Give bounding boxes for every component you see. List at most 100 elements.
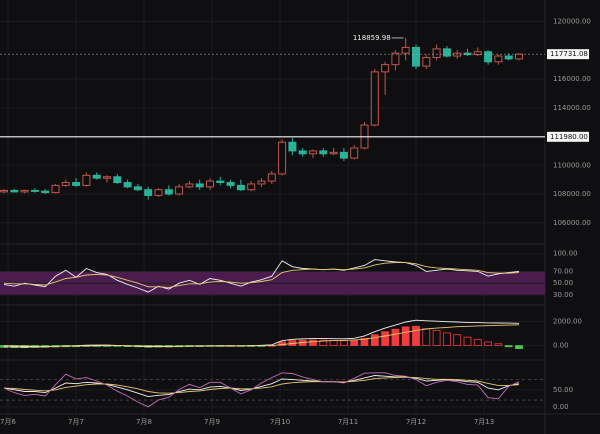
candle-body: [103, 176, 111, 179]
candle-body: [298, 150, 307, 155]
candle-body: [0, 189, 8, 193]
candle-body: [61, 182, 70, 186]
indicator-line: [3, 376, 520, 394]
histogram-bar: [412, 325, 420, 346]
candle-body: [473, 51, 482, 56]
candle-body: [278, 141, 287, 175]
candle-body: [10, 189, 19, 193]
candle-body: [453, 52, 462, 57]
candle-body: [30, 189, 39, 192]
x-tick-label: 7月7: [68, 418, 84, 426]
histogram-bar: [453, 334, 462, 346]
candle-body: [329, 151, 338, 155]
candle-body: [206, 180, 214, 188]
y-tick-label: 70.00: [553, 267, 573, 275]
histogram-bar: [278, 341, 287, 346]
x-tick-label: 7月12: [406, 418, 426, 426]
y-tick-label: 106000.00: [553, 219, 591, 227]
candle-body: [164, 189, 173, 195]
x-tick-label: 7月6: [0, 418, 16, 426]
candle-body: [319, 150, 328, 155]
histogram-bar: [473, 339, 482, 346]
y-tick-label: 116000.00: [553, 75, 591, 83]
candle-body: [370, 71, 379, 126]
y-tick-label: 114000.00: [553, 104, 591, 112]
histogram-bar: [381, 331, 390, 346]
indicator-line: [3, 375, 520, 398]
y-tick-label: 108000.00: [553, 190, 591, 198]
candle-body: [257, 180, 266, 185]
y-tick-label: 0.00: [553, 342, 569, 350]
x-tick-label: 7月11: [338, 418, 358, 426]
x-tick-label: 7月10: [270, 418, 290, 426]
last-price-label: 117731.08: [550, 50, 588, 58]
indicator-line: [3, 262, 520, 288]
histogram-bar: [463, 336, 472, 346]
y-tick-label: 120000.00: [553, 18, 591, 26]
x-tick-label: 7月8: [136, 418, 152, 426]
candle-body: [247, 183, 256, 191]
candle-body: [185, 183, 194, 188]
candle-body: [504, 55, 513, 60]
candle-body: [236, 184, 245, 191]
x-tick-label: 7月9: [204, 418, 220, 426]
candle-body: [515, 53, 523, 60]
histogram-bar: [484, 341, 493, 346]
y-tick-label: 110000.00: [553, 161, 591, 169]
histogram-bar: [504, 345, 513, 348]
candle-body: [144, 189, 153, 196]
y-tick-label: 2000.00: [553, 317, 582, 325]
y-tick-label: 100.00: [553, 250, 578, 258]
candle-body: [350, 147, 359, 159]
candle-body: [41, 190, 50, 194]
candle-body: [154, 189, 163, 196]
histogram-bar: [442, 332, 451, 346]
candle-body: [82, 174, 91, 186]
histogram-bar: [360, 337, 369, 346]
indicator-line: [3, 372, 520, 408]
indicator-line: [3, 259, 520, 293]
candle-body: [432, 48, 441, 58]
histogram-bar: [401, 326, 410, 346]
candle-body: [216, 180, 225, 184]
last-price-box: [547, 49, 589, 60]
candle-body: [20, 189, 29, 193]
x-tick-label: 7月13: [474, 418, 494, 426]
candle-body: [226, 182, 235, 186]
histogram-bar: [370, 334, 379, 346]
candle-body: [175, 186, 184, 195]
candle-body: [123, 182, 132, 188]
high-label: 118859.98: [353, 34, 391, 42]
candle-body: [51, 184, 60, 194]
histogram-bar: [432, 330, 441, 346]
candle-body: [412, 46, 420, 67]
candle-body: [288, 141, 297, 152]
candle-body: [133, 186, 142, 191]
candle-body: [381, 64, 390, 73]
histogram-bar: [309, 339, 317, 346]
histogram-bar: [515, 345, 523, 349]
macd-line: [3, 324, 520, 347]
histogram-bar: [350, 340, 359, 346]
candle-body: [267, 173, 276, 182]
candle-body: [309, 150, 317, 155]
y-tick-label: 50.00: [553, 386, 573, 394]
candle-body: [484, 51, 493, 63]
candle-body: [92, 174, 101, 179]
price-line-label: 111980.00: [550, 133, 588, 141]
candle-body: [72, 182, 81, 186]
histogram-bar: [391, 328, 400, 346]
histogram-bar: [494, 343, 503, 346]
candle-body: [442, 48, 451, 57]
histogram-bar: [319, 339, 328, 346]
price-line-box: [547, 131, 589, 142]
candle-body: [422, 56, 431, 67]
y-tick-label: 0.00: [553, 403, 569, 411]
candle-body: [113, 176, 122, 184]
y-tick-label: 50.00: [553, 279, 573, 287]
candle-body: [339, 151, 348, 159]
candle-body: [195, 183, 204, 188]
candle-body: [401, 46, 410, 54]
